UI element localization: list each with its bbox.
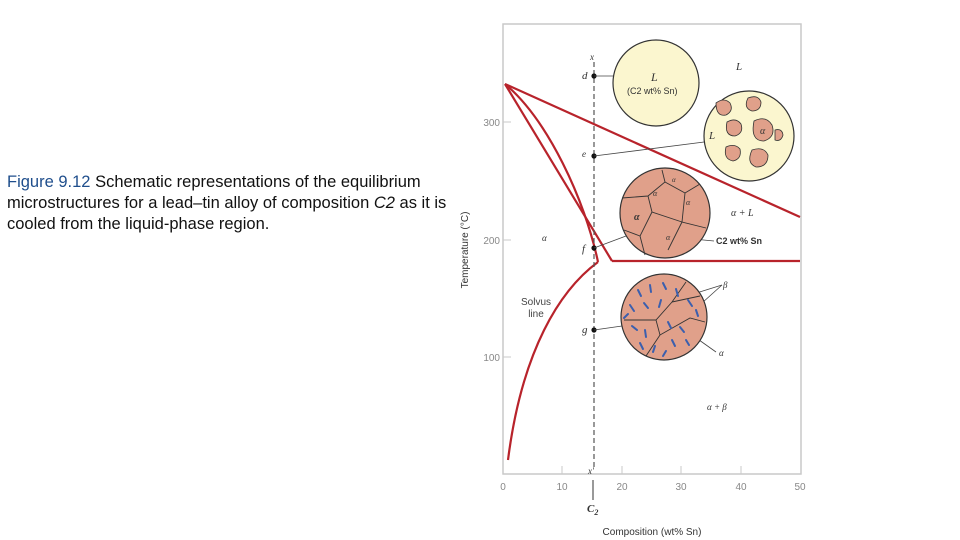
x-top-label: x: [589, 52, 594, 62]
x-tick-50: 50: [794, 482, 806, 493]
microstructure-alpha-beta: [620, 273, 708, 361]
label-g: g: [582, 324, 588, 336]
solvus-label-1: Solvus: [521, 297, 551, 308]
c2-composition-label: C2 wt% Sn: [716, 236, 762, 246]
x-tick-40: 40: [735, 482, 747, 493]
label-e: e: [582, 149, 586, 159]
circle2-L: L: [708, 130, 715, 142]
circle3-alpha-3: α: [634, 212, 640, 223]
solidus-line: [504, 83, 600, 263]
circle3-alpha-2: α: [686, 198, 691, 207]
circle1-L: L: [650, 70, 658, 84]
circle3-alpha-4: α: [666, 233, 671, 242]
circle1-composition: (C2 wt% Sn): [627, 86, 678, 96]
microstructure-liquid-alpha: [703, 90, 795, 182]
alpha-label-low: α: [719, 348, 724, 358]
y-tick-200: 200: [483, 236, 500, 247]
liquidus-left: [504, 83, 613, 262]
x-tick-20: 20: [616, 482, 628, 493]
figure-number: Figure 9.12: [7, 173, 91, 191]
x-tick-10: 10: [556, 482, 568, 493]
caption-c2: C2: [373, 194, 395, 212]
circle3-alpha-5: α: [672, 176, 676, 184]
circle3-alpha-1: α: [653, 189, 658, 198]
microstructure-liquid: [612, 39, 700, 127]
liquidus-right: [504, 82, 801, 219]
label-d: d: [582, 70, 588, 82]
solvus-label-2: line: [528, 309, 544, 320]
x-bottom-label: x': [587, 466, 595, 476]
beta-label: β: [722, 280, 728, 290]
x-tick-30: 30: [675, 482, 687, 493]
y-axis-label: Temperature (°C): [460, 212, 471, 289]
caption-text-1: Schematic representations of the equilib…: [7, 173, 421, 212]
figure-caption: Figure 9.12 Schematic representations of…: [7, 172, 447, 235]
microstructure-alpha-grains: [619, 167, 711, 259]
solvus-line: [506, 261, 599, 461]
c2-axis-label: C2: [587, 503, 598, 517]
region-alpha: α: [542, 233, 547, 243]
caption-text-2: as it is cooled from the liquid-phase re…: [7, 194, 447, 233]
y-tick-300: 300: [483, 118, 500, 129]
x-axis-label: Composition (wt% Sn): [603, 527, 702, 538]
y-tick-100: 100: [483, 353, 500, 364]
label-f: f: [582, 243, 587, 255]
region-alpha-beta: α + β: [707, 402, 727, 412]
region-alpha-L: α + L: [731, 208, 754, 219]
x-tick-0: 0: [500, 482, 506, 493]
plot-frame: [502, 23, 802, 475]
circle2-alpha: α: [760, 126, 766, 137]
region-L: L: [735, 61, 742, 73]
